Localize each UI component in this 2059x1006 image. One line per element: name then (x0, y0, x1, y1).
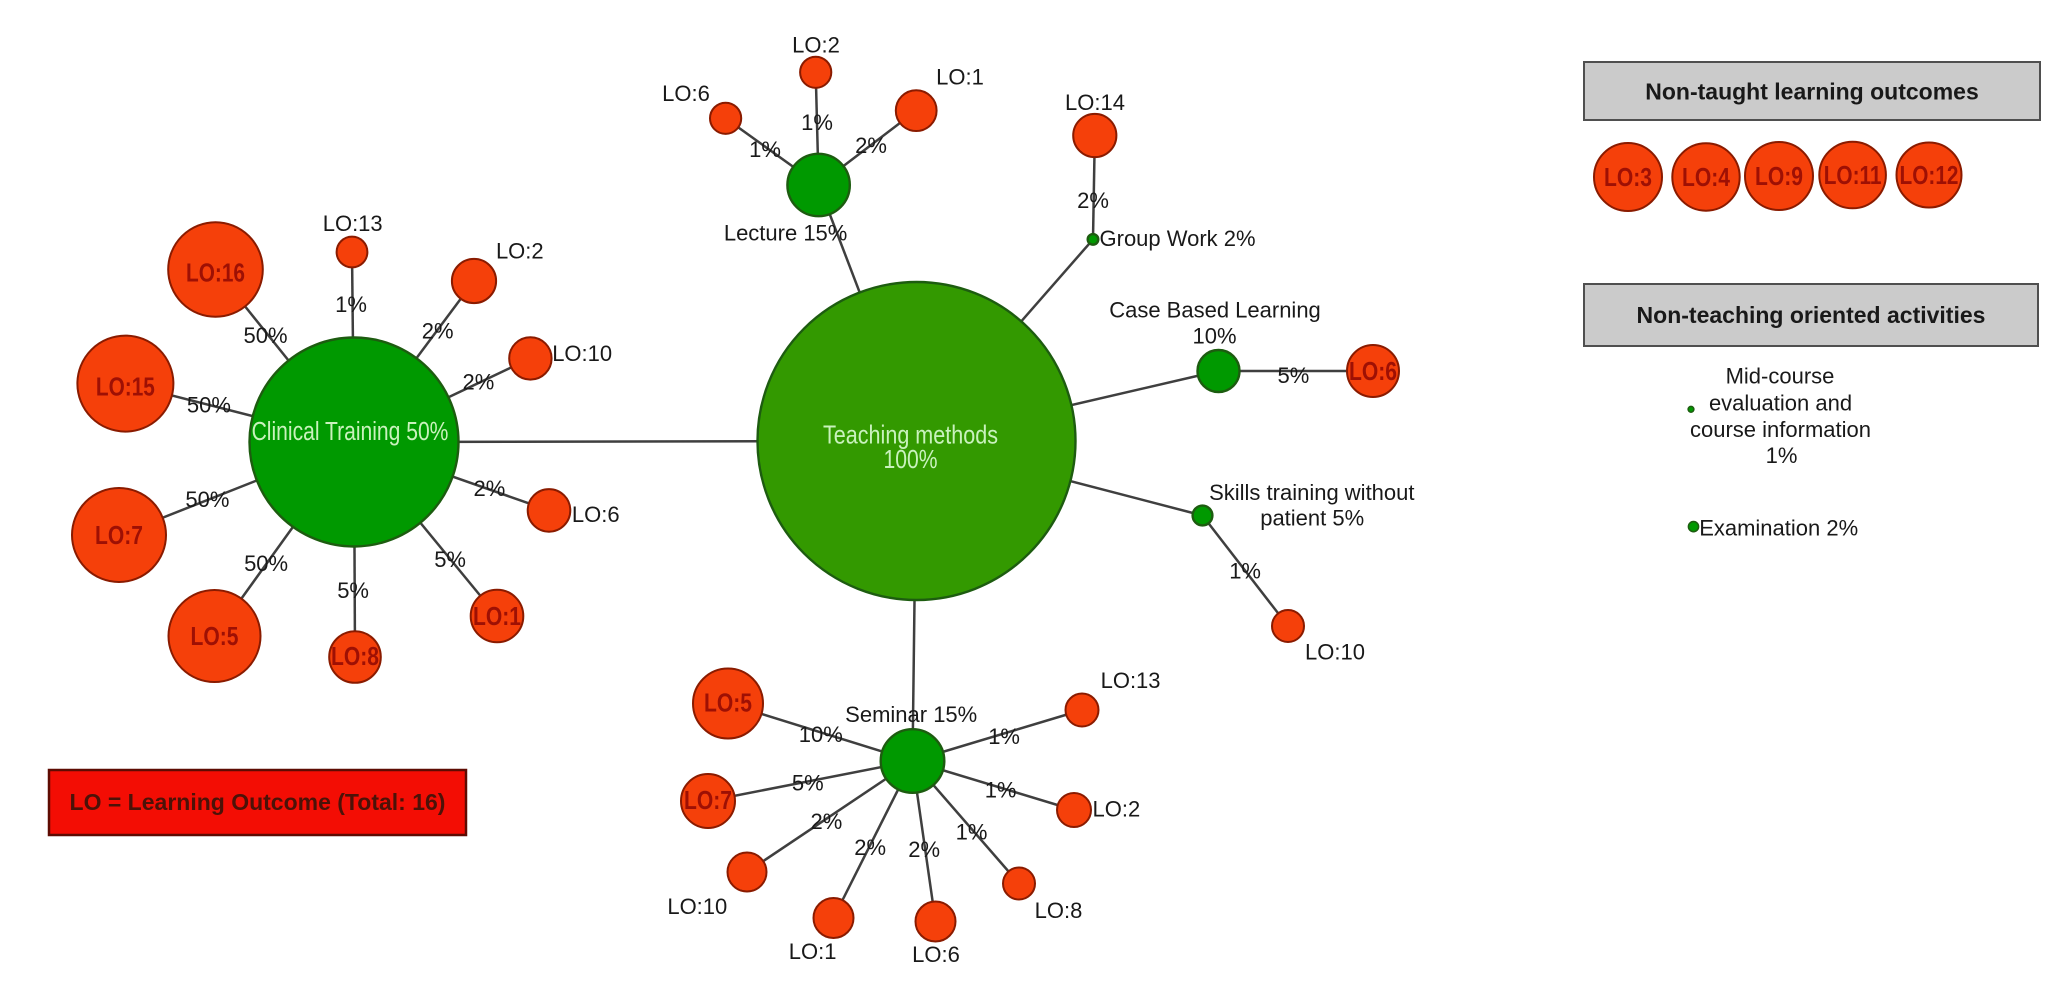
svg-text:LO:6: LO:6 (572, 502, 620, 527)
svg-text:Non-taught learning outcomes: Non-taught learning outcomes (1645, 79, 1979, 105)
svg-text:5%: 5% (337, 578, 369, 603)
svg-text:2%: 2% (1077, 188, 1109, 213)
svg-text:LO:11: LO:11 (1824, 161, 1882, 190)
svg-text:1%: 1% (985, 777, 1017, 802)
svg-text:Examination 2%: Examination 2% (1699, 515, 1858, 540)
svg-text:50%: 50% (243, 323, 287, 348)
svg-text:Skills training without: Skills training without (1209, 480, 1414, 505)
svg-text:LO:6: LO:6 (912, 942, 960, 967)
svg-text:2%: 2% (854, 835, 886, 860)
svg-text:1%: 1% (1229, 559, 1261, 584)
svg-text:1%: 1% (956, 819, 988, 844)
svg-text:LO:2: LO:2 (496, 239, 544, 264)
svg-text:LO:8: LO:8 (1035, 898, 1083, 923)
svg-text:2%: 2% (855, 133, 887, 158)
svg-text:LO:1: LO:1 (936, 65, 984, 90)
svg-text:LO:8: LO:8 (331, 643, 379, 672)
svg-text:LO:1: LO:1 (473, 603, 521, 632)
svg-text:course information: course information (1690, 417, 1871, 442)
svg-text:LO:5: LO:5 (704, 690, 752, 719)
svg-text:10%: 10% (799, 722, 843, 747)
svg-text:2%: 2% (474, 476, 506, 501)
svg-text:1%: 1% (1766, 443, 1798, 468)
svg-text:LO:2: LO:2 (792, 32, 840, 57)
svg-text:LO:10: LO:10 (552, 341, 612, 366)
svg-text:Case Based Learning: Case Based Learning (1109, 298, 1321, 323)
svg-text:LO:1: LO:1 (789, 939, 837, 964)
svg-text:50%: 50% (244, 551, 288, 576)
svg-text:LO:10: LO:10 (1305, 640, 1365, 665)
svg-text:Non-teaching oriented activiti: Non-teaching oriented activities (1637, 302, 1986, 328)
svg-text:LO:4: LO:4 (1682, 164, 1731, 193)
svg-text:5%: 5% (792, 770, 824, 795)
svg-text:evaluation and: evaluation and (1709, 391, 1852, 416)
svg-text:LO:6: LO:6 (662, 81, 710, 106)
svg-text:5%: 5% (1278, 363, 1310, 388)
svg-text:50%: 50% (185, 487, 229, 512)
svg-text:50%: 50% (187, 392, 231, 417)
svg-text:LO:9: LO:9 (1755, 163, 1803, 192)
svg-text:LO:13: LO:13 (1101, 668, 1161, 693)
svg-text:LO:3: LO:3 (1604, 164, 1652, 193)
svg-text:10%: 10% (1192, 324, 1236, 349)
svg-text:Group Work 2%: Group Work 2% (1100, 226, 1256, 251)
svg-text:LO:5: LO:5 (191, 623, 239, 652)
svg-text:LO:12: LO:12 (1900, 161, 1959, 190)
svg-text:Seminar 15%: Seminar 15% (845, 702, 977, 727)
svg-text:1%: 1% (335, 292, 367, 317)
svg-text:LO:14: LO:14 (1065, 90, 1125, 115)
svg-text:Mid-course: Mid-course (1726, 364, 1835, 389)
svg-text:2%: 2% (463, 370, 495, 395)
svg-text:patient 5%: patient 5% (1260, 505, 1364, 530)
svg-text:5%: 5% (434, 547, 466, 572)
svg-text:Teaching methods: Teaching methods (823, 421, 998, 450)
svg-text:Clinical Training 50%: Clinical Training 50% (252, 418, 449, 447)
svg-text:LO:15: LO:15 (96, 372, 155, 401)
svg-text:2%: 2% (811, 809, 843, 834)
svg-text:LO:16: LO:16 (186, 258, 245, 287)
svg-text:LO:6: LO:6 (1349, 358, 1397, 387)
svg-text:1%: 1% (988, 724, 1020, 749)
svg-text:Lecture 15%: Lecture 15% (724, 221, 848, 246)
svg-text:1%: 1% (749, 137, 781, 162)
svg-text:LO = Learning Outcome (Total:: LO = Learning Outcome (Total: 16) (70, 789, 446, 815)
svg-text:2%: 2% (422, 319, 454, 344)
svg-text:LO:10: LO:10 (667, 894, 727, 919)
svg-text:1%: 1% (801, 110, 833, 135)
svg-text:LO:7: LO:7 (95, 522, 143, 551)
svg-text:2%: 2% (908, 837, 940, 862)
svg-text:100%: 100% (884, 446, 938, 475)
svg-text:LO:2: LO:2 (1093, 797, 1141, 822)
svg-text:LO:13: LO:13 (323, 211, 383, 236)
svg-text:LO:7: LO:7 (684, 787, 732, 816)
